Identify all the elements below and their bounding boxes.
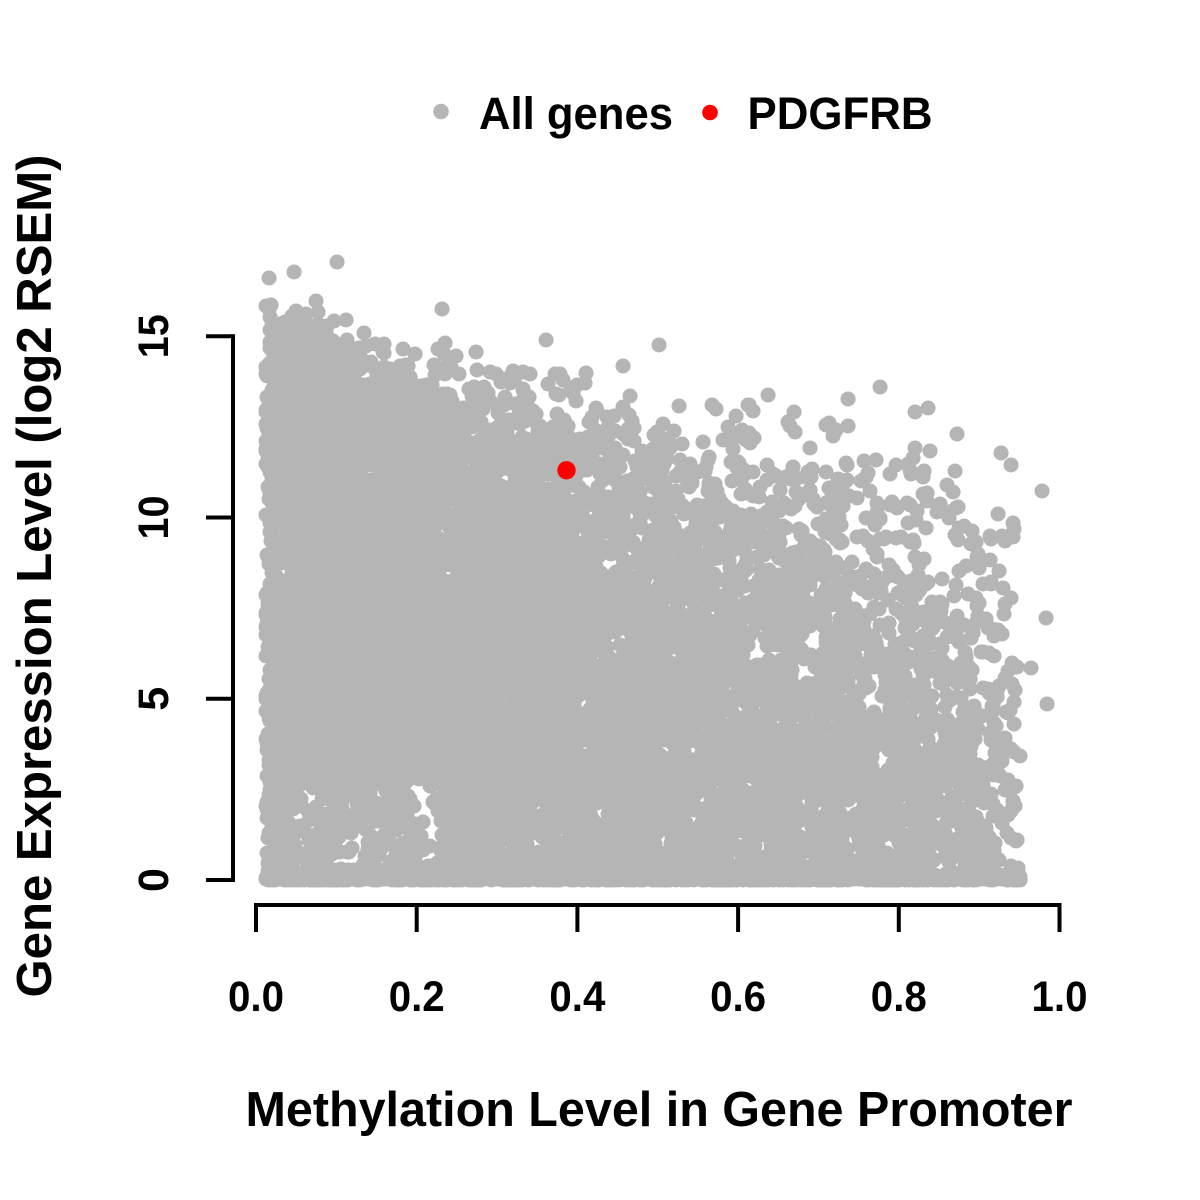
svg-text:0.4: 0.4	[549, 973, 605, 1021]
svg-text:All genes: All genes	[479, 88, 673, 139]
svg-text:Methylation Level in Gene Prom: Methylation Level in Gene Promoter	[246, 1083, 1073, 1137]
svg-text:0: 0	[130, 868, 178, 892]
svg-text:PDGFRB: PDGFRB	[748, 88, 933, 139]
svg-text:10: 10	[130, 496, 178, 540]
svg-text:0.0: 0.0	[228, 973, 284, 1021]
svg-text:Gene Expression Level (log2 RS: Gene Expression Level (log2 RSEM)	[8, 155, 62, 998]
svg-text:0.2: 0.2	[389, 973, 445, 1021]
svg-text:15: 15	[130, 314, 178, 358]
svg-text:5: 5	[130, 687, 178, 711]
svg-text:1.0: 1.0	[1032, 973, 1088, 1021]
svg-text:0.8: 0.8	[871, 973, 927, 1021]
svg-text:0.6: 0.6	[710, 973, 766, 1021]
